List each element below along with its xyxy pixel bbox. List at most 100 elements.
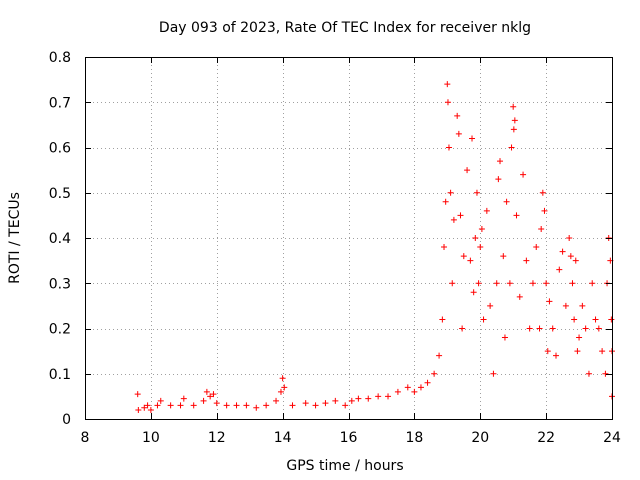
data-point xyxy=(411,388,418,395)
data-point xyxy=(177,402,184,409)
data-points xyxy=(134,81,615,413)
x-tick-label: 10 xyxy=(142,430,160,446)
data-point xyxy=(167,402,174,409)
data-point xyxy=(473,189,480,196)
data-point xyxy=(472,235,479,241)
data-point xyxy=(543,280,550,287)
data-point xyxy=(549,325,556,332)
y-tick-label: 0.1 xyxy=(49,367,71,383)
data-point xyxy=(520,171,527,178)
data-point xyxy=(508,144,515,151)
y-tick-label: 0.5 xyxy=(49,186,71,202)
y-tick-labels: 0 0.1 0.2 0.3 0.4 0.5 0.6 0.7 0.8 xyxy=(49,50,71,428)
data-point xyxy=(567,253,574,260)
data-point xyxy=(529,280,536,287)
data-point xyxy=(599,348,606,355)
data-point xyxy=(281,384,288,391)
data-point xyxy=(322,400,329,407)
data-point xyxy=(483,207,490,214)
data-point xyxy=(273,397,280,404)
y-tick-label: 0.2 xyxy=(49,322,71,338)
data-point xyxy=(464,167,471,174)
data-point xyxy=(449,280,456,287)
y-tick-label: 0.3 xyxy=(49,276,71,292)
data-point xyxy=(562,302,569,309)
data-point xyxy=(385,393,392,400)
y-tick-label: 0.8 xyxy=(49,50,71,66)
y-tick-label: 0 xyxy=(62,412,71,428)
data-point xyxy=(602,370,609,377)
data-point xyxy=(253,404,260,411)
data-point xyxy=(135,406,142,413)
data-point xyxy=(582,325,589,332)
data-point xyxy=(513,212,520,219)
data-point xyxy=(207,393,214,400)
data-point xyxy=(180,395,187,402)
x-tick-label: 18 xyxy=(405,430,423,446)
data-point xyxy=(541,207,548,214)
data-point xyxy=(544,348,551,355)
x-tick-labels: 8 10 12 14 16 18 20 22 24 xyxy=(81,430,621,446)
y-axis-label: ROTI / TECUs xyxy=(7,192,23,284)
data-point xyxy=(444,81,451,88)
data-point xyxy=(559,248,566,255)
data-point xyxy=(455,130,462,137)
data-point xyxy=(608,316,615,323)
data-point xyxy=(457,212,464,219)
data-point xyxy=(495,176,502,183)
data-point xyxy=(460,253,467,260)
data-point xyxy=(355,395,362,402)
data-point xyxy=(147,406,154,413)
axis-ticks xyxy=(85,57,613,420)
data-point xyxy=(190,402,197,409)
data-point xyxy=(516,293,523,300)
data-point xyxy=(447,189,454,196)
x-tick-label: 24 xyxy=(603,430,621,446)
data-point xyxy=(556,266,563,273)
data-point xyxy=(538,225,545,232)
data-point xyxy=(539,189,546,196)
data-point xyxy=(576,334,583,341)
data-point xyxy=(501,334,508,341)
chart-title: Day 093 of 2023, Rate Of TEC Index for r… xyxy=(159,20,531,36)
data-point xyxy=(536,325,543,332)
data-point xyxy=(503,198,510,205)
data-point xyxy=(213,400,220,407)
data-point xyxy=(497,158,504,165)
data-point xyxy=(478,225,485,232)
data-point xyxy=(417,384,424,391)
x-tick-label: 14 xyxy=(274,430,292,446)
data-point xyxy=(444,99,451,106)
data-point xyxy=(506,280,513,287)
grid-lines xyxy=(85,57,612,419)
data-point xyxy=(441,244,448,251)
data-point xyxy=(348,397,355,404)
data-point xyxy=(279,375,286,382)
data-point xyxy=(477,244,484,251)
x-tick-label: 20 xyxy=(471,430,489,446)
data-point xyxy=(533,244,540,251)
data-point xyxy=(553,352,560,359)
data-point xyxy=(490,370,497,377)
data-point xyxy=(511,117,518,124)
data-point xyxy=(154,402,161,409)
data-point xyxy=(510,103,517,110)
data-point xyxy=(332,397,339,404)
data-point xyxy=(589,280,596,287)
data-point xyxy=(493,280,500,287)
y-tick-label: 0.4 xyxy=(49,231,71,247)
data-point xyxy=(523,257,530,264)
data-point xyxy=(467,257,474,264)
data-point xyxy=(585,370,592,377)
data-point xyxy=(579,302,586,309)
data-point xyxy=(312,402,319,409)
data-point xyxy=(404,384,411,391)
data-point xyxy=(470,289,477,296)
x-tick-label: 22 xyxy=(537,430,555,446)
data-point xyxy=(487,302,494,309)
data-point xyxy=(439,316,446,323)
data-point xyxy=(233,402,240,409)
data-point xyxy=(450,216,457,223)
data-point xyxy=(480,316,487,323)
data-point xyxy=(595,325,602,332)
